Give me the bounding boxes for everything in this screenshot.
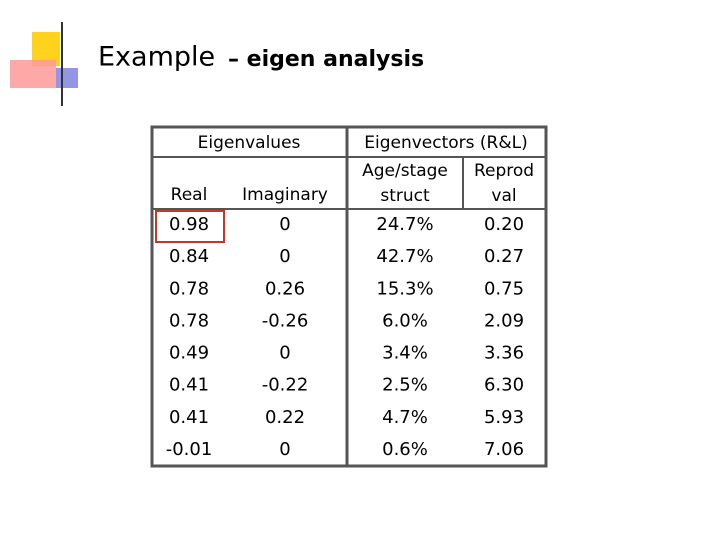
cell: 0.6%: [382, 439, 428, 460]
cell: 0.41: [169, 407, 209, 428]
title-sub: – eigen analysis: [228, 47, 424, 72]
cell: 0.75: [484, 278, 524, 299]
cell: 0.27: [484, 246, 524, 267]
cell: 0.41: [169, 375, 209, 396]
cell: 0.22: [265, 407, 305, 428]
cell: 7.06: [484, 439, 524, 460]
column-header: Imaginary: [242, 185, 328, 205]
title-main: Example: [98, 42, 215, 73]
cell: 0.20: [484, 214, 524, 235]
cell: 4.7%: [382, 407, 428, 428]
cell: 0.26: [265, 278, 305, 299]
cell: 3.36: [484, 343, 524, 364]
table-border: [150, 125, 548, 468]
cell: 0: [279, 343, 290, 364]
cell: 0.78: [169, 278, 209, 299]
cell: 3.4%: [382, 343, 428, 364]
cell: 6.0%: [382, 310, 428, 331]
cell: 42.7%: [376, 246, 433, 267]
cell: -0.22: [262, 375, 309, 396]
cell: 15.3%: [376, 278, 433, 299]
cell: -0.01: [166, 439, 213, 460]
cell: 0: [279, 246, 290, 267]
deco-blue: [56, 68, 78, 88]
cell: 0.78: [169, 310, 209, 331]
highlight: [155, 210, 225, 243]
cell: 0.49: [169, 343, 209, 364]
column-header: Reprod val: [474, 161, 534, 206]
column-header: Real: [171, 185, 208, 205]
cell: 0: [279, 214, 290, 235]
cell: 0.98: [169, 214, 209, 235]
cell: 0.84: [169, 246, 209, 267]
cell: 0: [279, 439, 290, 460]
cell: 2.5%: [382, 375, 428, 396]
cell: 2.09: [484, 310, 524, 331]
cell: 6.30: [484, 375, 524, 396]
cell: -0.26: [262, 310, 309, 331]
cell: 24.7%: [376, 214, 433, 235]
table: Eigenvalues Eigenvectors (R&L) Real Imagina…: [150, 125, 548, 468]
group-header: Eigenvectors (R&L): [364, 133, 527, 153]
deco-red: [10, 60, 56, 88]
cell: 5.93: [484, 407, 524, 428]
column-header: Age/stage struct: [362, 161, 448, 206]
group-header: Eigenvalues: [198, 133, 301, 153]
